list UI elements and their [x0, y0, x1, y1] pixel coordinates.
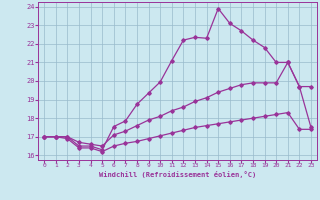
X-axis label: Windchill (Refroidissement éolien,°C): Windchill (Refroidissement éolien,°C): [99, 171, 256, 178]
